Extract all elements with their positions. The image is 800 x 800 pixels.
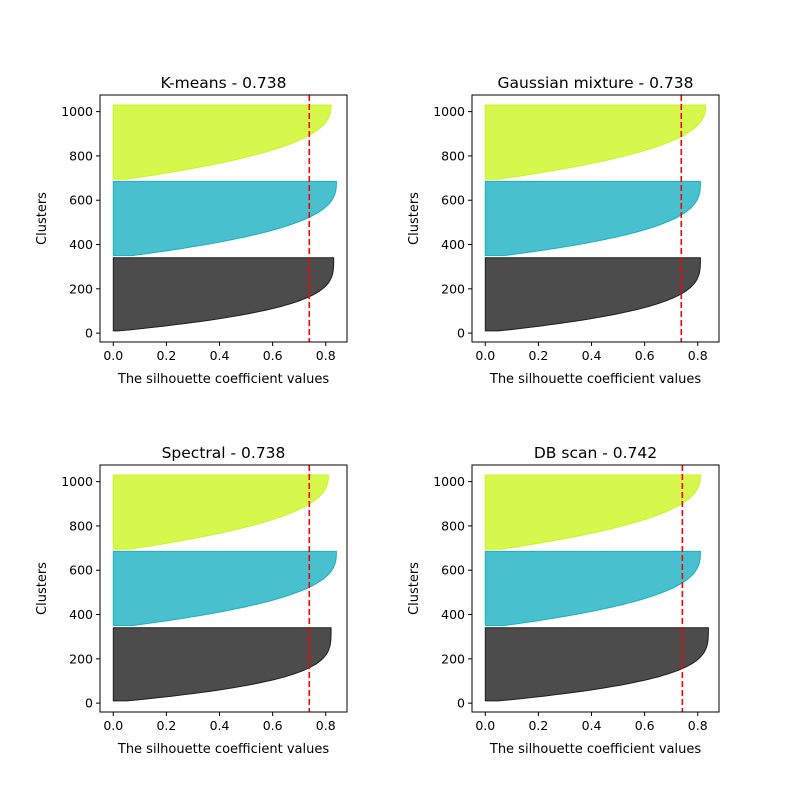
y-tick-label: 800 bbox=[441, 148, 465, 163]
cluster-2-silhouette-area bbox=[484, 180, 701, 257]
x-tick-label: 0.0 bbox=[103, 718, 123, 733]
x-tick-label: 0.6 bbox=[635, 348, 655, 363]
x-tick-label: 0.0 bbox=[103, 348, 123, 363]
cluster-3-silhouette-area bbox=[484, 104, 707, 180]
x-tick-label: 0.2 bbox=[528, 348, 548, 363]
x-tick-label: 0.8 bbox=[688, 348, 708, 363]
y-tick-label: 400 bbox=[441, 607, 465, 622]
cluster-3-silhouette-area bbox=[484, 474, 701, 550]
cluster-3-silhouette-area bbox=[112, 474, 329, 550]
y-axis-label: Clusters bbox=[407, 192, 422, 245]
y-tick-label: 200 bbox=[69, 651, 93, 666]
cluster-1-silhouette-area bbox=[112, 257, 335, 332]
y-tick-label: 400 bbox=[69, 237, 93, 252]
x-tick-label: 0.8 bbox=[316, 718, 336, 733]
x-axis-label: The silhouette coefficient values bbox=[117, 372, 329, 387]
silhouette-panel-2: 0.0 0.2 0.4 0.6 0.8 0 200 400 600 800 1000 Gaussian… bbox=[407, 74, 720, 387]
x-tick-label: 0.0 bbox=[475, 348, 495, 363]
cluster-2-silhouette-area bbox=[484, 550, 701, 627]
x-tick-label: 0.8 bbox=[688, 718, 708, 733]
y-axis-label: Clusters bbox=[407, 562, 422, 615]
y-tick-label: 1000 bbox=[433, 474, 465, 489]
y-tick-label: 0 bbox=[457, 326, 465, 341]
y-tick-label: 1000 bbox=[433, 104, 465, 119]
x-axis-label: The silhouette coefficient values bbox=[489, 372, 701, 387]
x-tick-label: 0.0 bbox=[475, 718, 495, 733]
plot-frame bbox=[99, 94, 348, 343]
y-tick-label: 600 bbox=[69, 563, 93, 578]
x-tick-label: 0.8 bbox=[316, 348, 336, 363]
y-tick-label: 600 bbox=[441, 193, 465, 208]
y-axis-label: Clusters bbox=[35, 192, 50, 245]
x-tick-label: 0.2 bbox=[156, 348, 176, 363]
cluster-1-silhouette-area bbox=[484, 627, 709, 702]
plot-frame bbox=[471, 94, 720, 343]
y-tick-label: 600 bbox=[441, 563, 465, 578]
cluster-1-silhouette-area bbox=[112, 627, 332, 702]
x-tick-label: 0.4 bbox=[582, 348, 602, 363]
x-tick-label: 0.6 bbox=[263, 348, 283, 363]
x-tick-label: 0.6 bbox=[263, 718, 283, 733]
y-tick-label: 800 bbox=[69, 518, 93, 533]
chart-title: Spectral - 0.738 bbox=[162, 444, 286, 462]
y-tick-label: 400 bbox=[69, 607, 93, 622]
y-tick-label: 1000 bbox=[61, 104, 93, 119]
y-tick-label: 400 bbox=[441, 237, 465, 252]
x-tick-label: 0.4 bbox=[582, 718, 602, 733]
cluster-2-silhouette-area bbox=[112, 550, 337, 627]
x-axis-label: The silhouette coefficient values bbox=[489, 742, 701, 757]
plot-frame bbox=[471, 464, 720, 713]
x-tick-label: 0.4 bbox=[210, 718, 230, 733]
y-tick-label: 800 bbox=[69, 148, 93, 163]
x-tick-label: 0.2 bbox=[156, 718, 176, 733]
silhouette-panel-3: 0.0 0.2 0.4 0.6 0.8 0 200 400 600 800 1000 Spectral… bbox=[35, 444, 348, 757]
chart-title: Gaussian mixture - 0.738 bbox=[498, 74, 694, 92]
y-tick-label: 0 bbox=[85, 326, 93, 341]
cluster-3-silhouette-area bbox=[112, 104, 332, 180]
x-axis-label: The silhouette coefficient values bbox=[117, 742, 329, 757]
y-axis-label: Clusters bbox=[35, 562, 50, 615]
x-tick-label: 0.6 bbox=[635, 718, 655, 733]
y-tick-label: 200 bbox=[441, 651, 465, 666]
y-tick-label: 600 bbox=[69, 193, 93, 208]
silhouette-panel-1: 0.0 0.2 0.4 0.6 0.8 0 200 400 600 800 1000 K-means … bbox=[35, 74, 348, 387]
chart-title: DB scan - 0.742 bbox=[534, 444, 657, 462]
y-tick-label: 200 bbox=[69, 281, 93, 296]
y-tick-label: 0 bbox=[85, 696, 93, 711]
x-tick-label: 0.2 bbox=[528, 718, 548, 733]
cluster-2-silhouette-area bbox=[112, 180, 337, 257]
x-tick-label: 0.4 bbox=[210, 348, 230, 363]
silhouette-panel-4: 0.0 0.2 0.4 0.6 0.8 0 200 400 600 800 1000 DB scan … bbox=[407, 444, 720, 757]
y-tick-label: 800 bbox=[441, 518, 465, 533]
y-tick-label: 200 bbox=[441, 281, 465, 296]
y-tick-label: 1000 bbox=[61, 474, 93, 489]
chart-title: K-means - 0.738 bbox=[161, 74, 287, 92]
plot-frame bbox=[99, 464, 348, 713]
y-tick-label: 0 bbox=[457, 696, 465, 711]
cluster-1-silhouette-area bbox=[484, 257, 701, 332]
